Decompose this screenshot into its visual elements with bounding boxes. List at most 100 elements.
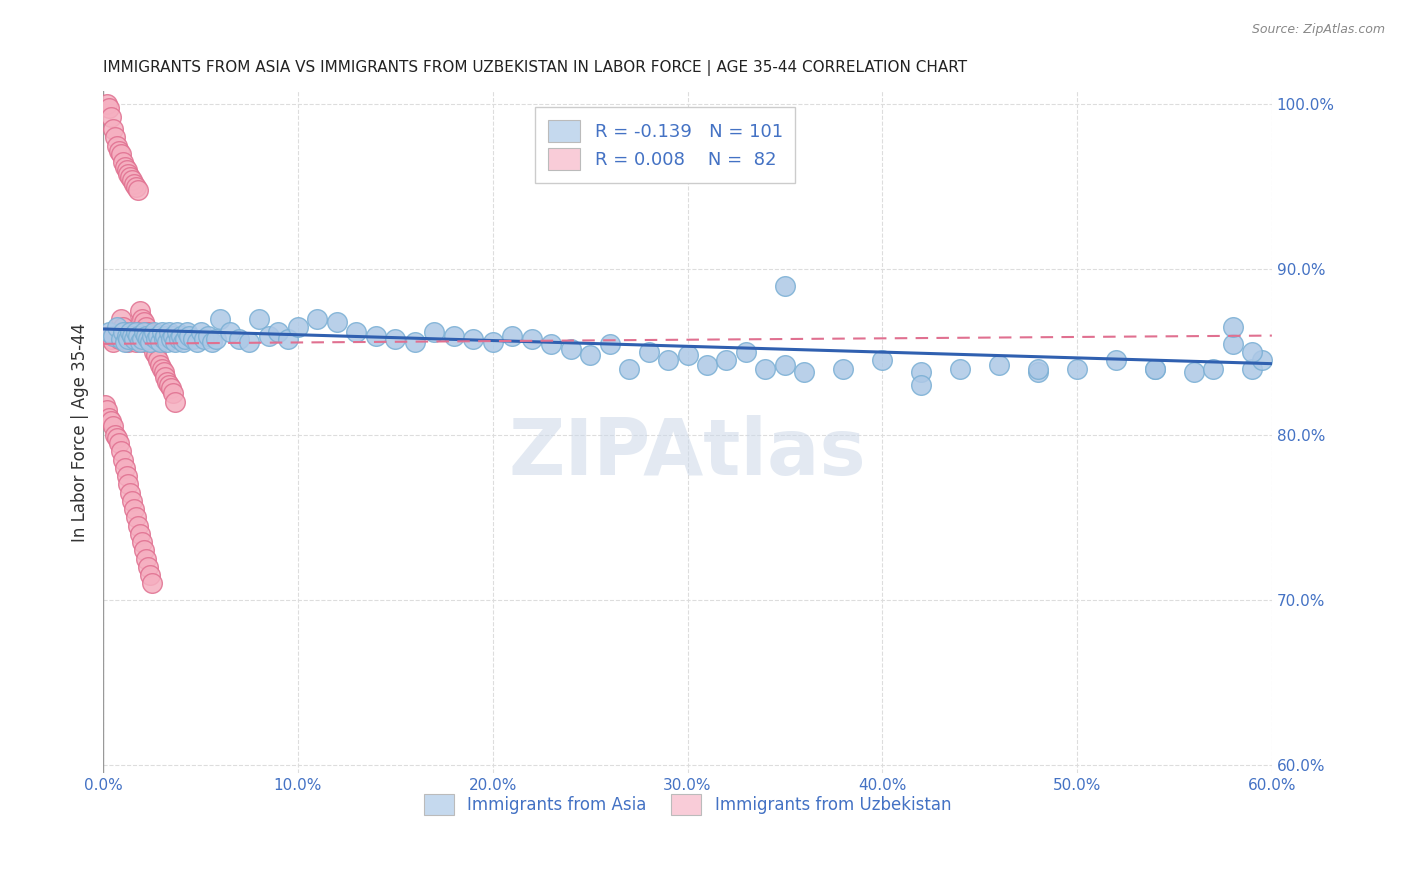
Point (98, 101, 121, 115)
Point (104, 427, 127, 442)
Point (135, 328, 157, 343)
Point (124, 332, 146, 346)
Point (1241, 361, 1264, 376)
Point (110, 444, 132, 458)
Point (481, 335, 503, 350)
Text: ZIPAtlas: ZIPAtlas (509, 415, 866, 491)
Point (228, 332, 250, 346)
Point (110, 332, 132, 346)
Point (121, 328, 143, 343)
Point (121, 328, 143, 343)
Point (117, 335, 139, 350)
Point (1143, 361, 1166, 376)
Point (104, 326, 127, 340)
Point (136, 326, 159, 340)
Point (94, 398, 117, 412)
Point (105, 138, 128, 153)
Point (152, 365, 174, 379)
Point (177, 328, 200, 343)
Point (617, 361, 640, 376)
Point (676, 348, 699, 362)
Point (136, 332, 159, 346)
Point (344, 326, 367, 340)
Point (197, 328, 219, 343)
Point (637, 345, 659, 359)
Point (1202, 361, 1225, 376)
Point (111, 320, 134, 334)
Point (132, 315, 155, 329)
Point (124, 332, 146, 346)
Point (423, 326, 446, 340)
Point (155, 370, 177, 384)
Point (135, 326, 157, 340)
Point (287, 320, 309, 334)
Point (101, 419, 124, 434)
Point (129, 526, 152, 541)
Point (132, 335, 155, 350)
Point (117, 477, 139, 491)
Y-axis label: In Labor Force | Age 35-44: In Labor Force | Age 35-44 (72, 323, 89, 541)
Text: Source: ZipAtlas.com: Source: ZipAtlas.com (1251, 23, 1385, 37)
Point (149, 335, 172, 350)
Point (716, 353, 738, 368)
Point (1222, 336, 1244, 351)
Point (1182, 365, 1205, 379)
Point (105, 328, 128, 343)
Point (131, 332, 153, 346)
Point (1222, 320, 1244, 334)
Point (139, 332, 162, 346)
Point (96, 403, 118, 417)
Point (277, 332, 299, 346)
Point (1251, 353, 1274, 368)
Point (105, 320, 128, 334)
Point (520, 332, 543, 346)
Point (114, 460, 136, 475)
Point (170, 328, 193, 343)
Point (208, 312, 231, 326)
Point (166, 326, 188, 340)
Point (156, 375, 179, 389)
Point (131, 332, 153, 346)
Point (773, 279, 796, 293)
Point (127, 518, 149, 533)
Legend: Immigrants from Asia, Immigrants from Uzbekistan: Immigrants from Asia, Immigrants from Uz… (415, 786, 960, 823)
Point (127, 326, 149, 340)
Point (149, 359, 172, 373)
Point (307, 312, 329, 326)
Point (404, 335, 426, 350)
Point (443, 328, 465, 343)
Point (174, 332, 197, 346)
Point (186, 335, 208, 350)
Point (129, 303, 152, 318)
Point (657, 353, 679, 368)
Point (238, 335, 260, 350)
Point (101, 335, 124, 350)
Point (125, 180, 148, 194)
Point (129, 335, 152, 350)
Point (599, 336, 621, 351)
Point (135, 551, 157, 566)
Point (384, 332, 406, 346)
Point (1241, 345, 1264, 359)
Point (190, 326, 212, 340)
Point (121, 493, 143, 508)
Point (145, 332, 167, 346)
Point (110, 312, 132, 326)
Point (364, 328, 387, 343)
Point (1026, 365, 1049, 379)
Point (111, 452, 134, 467)
Point (1143, 361, 1166, 376)
Point (114, 160, 136, 174)
Point (117, 332, 139, 346)
Point (560, 342, 582, 356)
Point (115, 328, 138, 343)
Point (172, 335, 194, 350)
Point (100, 332, 122, 346)
Point (141, 576, 163, 591)
Point (150, 361, 173, 376)
Point (124, 502, 146, 516)
Point (696, 359, 718, 373)
Point (157, 378, 180, 392)
Point (326, 315, 349, 329)
Point (132, 326, 155, 340)
